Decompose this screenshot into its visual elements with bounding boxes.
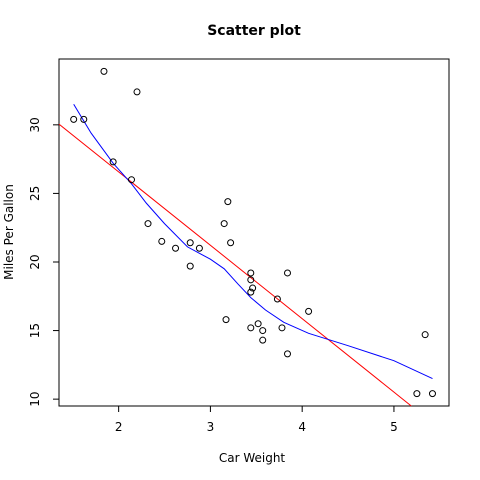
x-tick-label: 5: [390, 420, 398, 434]
y-axis-label: Miles Per Gallon: [2, 184, 16, 280]
data-point: [259, 336, 267, 344]
y-tick-label: 30: [28, 117, 42, 132]
x-tick-label: 4: [298, 420, 306, 434]
y-axis: 10 15 20 25 30: [28, 117, 59, 407]
y-tick-label: 25: [28, 186, 42, 201]
data-point: [259, 327, 267, 335]
data-point: [158, 237, 166, 245]
data-point: [220, 220, 228, 228]
x-axis-label: Car Weight: [219, 451, 286, 465]
data-point: [305, 307, 313, 315]
x-axis: 2 3 4 5: [115, 406, 398, 434]
data-point: [144, 220, 152, 228]
data-point: [413, 390, 421, 398]
fit-line-layer: [58, 123, 412, 407]
data-point: [247, 288, 255, 296]
data-point: [100, 67, 108, 75]
data-point: [80, 115, 88, 123]
data-point: [195, 244, 203, 252]
data-point: [186, 239, 194, 247]
x-tick-label: 3: [207, 420, 215, 434]
data-point: [254, 320, 262, 328]
data-point: [278, 324, 286, 332]
data-point: [249, 284, 257, 292]
data-point: [428, 390, 436, 398]
data-point: [186, 262, 194, 270]
data-point: [109, 158, 117, 166]
data-point: [283, 269, 291, 277]
smooth-curve-layer: [73, 104, 433, 380]
points-layer: [70, 67, 436, 398]
lowess-curve: [73, 104, 433, 380]
x-tick-label: 2: [115, 420, 123, 434]
data-point: [227, 239, 235, 247]
data-point: [247, 269, 255, 277]
linear-fit-line: [58, 123, 412, 407]
y-tick-label: 20: [28, 254, 42, 269]
data-point: [127, 176, 135, 184]
data-point: [421, 331, 429, 339]
plot-frame: [58, 58, 450, 407]
data-point: [247, 276, 255, 284]
data-point: [222, 316, 230, 324]
y-tick-label: 15: [28, 323, 42, 338]
y-tick-label: 10: [28, 392, 42, 407]
chart-title: Scatter plot: [207, 23, 301, 39]
data-point: [172, 244, 180, 252]
data-point: [273, 295, 281, 303]
data-point: [247, 324, 255, 332]
data-point: [70, 115, 78, 123]
data-point: [224, 198, 232, 206]
data-point: [283, 350, 291, 358]
data-point: [133, 88, 141, 96]
